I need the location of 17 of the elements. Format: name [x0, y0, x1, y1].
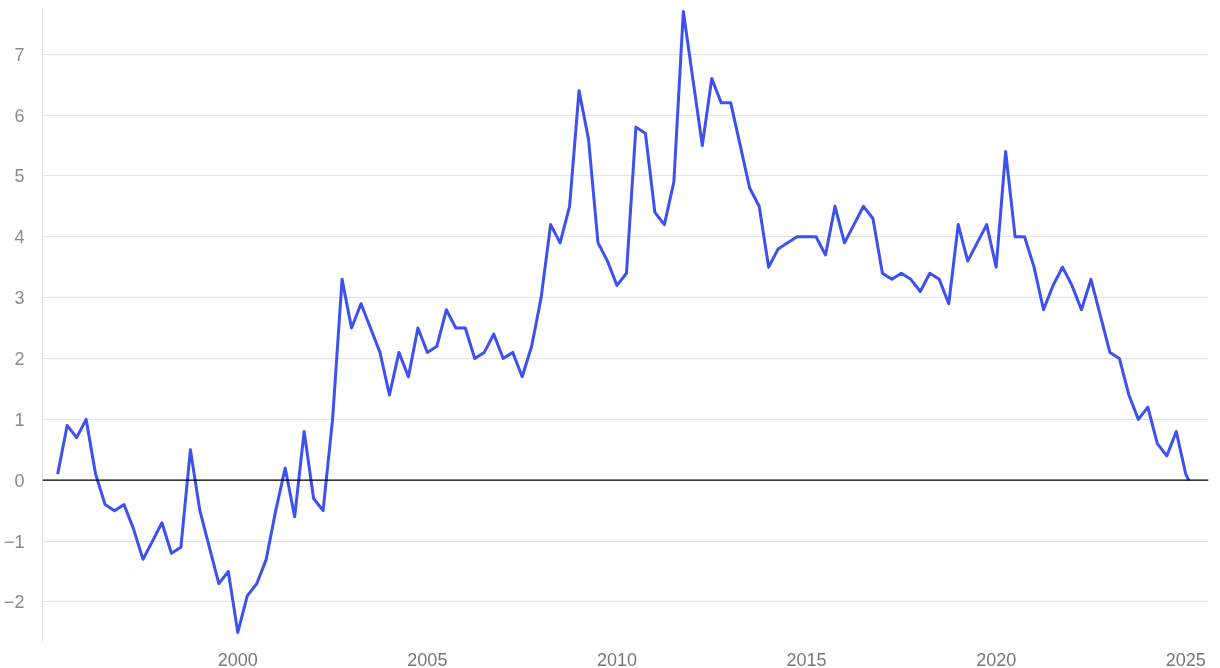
y-tick-label: 2	[14, 348, 25, 369]
y-tick-label: 5	[14, 166, 25, 187]
y-tick-label: 0	[14, 470, 25, 491]
y-tick-label: 4	[14, 227, 25, 248]
x-tick-label: 2020	[976, 649, 1017, 668]
x-tick-label: 2010	[596, 649, 637, 668]
y-tick-label: 3	[14, 288, 25, 309]
y-tick-label: −2	[3, 592, 25, 613]
x-tick-label: 2015	[786, 649, 827, 668]
y-tick-label: 7	[14, 44, 25, 65]
line-series	[56, 10, 1191, 634]
x-tick-label: 2025	[1165, 649, 1206, 668]
y-tick-label: 1	[14, 409, 25, 430]
y-tick-label: −1	[3, 531, 25, 552]
x-tick-label: 2005	[407, 649, 448, 668]
x-tick-label: 2000	[217, 649, 258, 668]
y-tick-label: 6	[14, 105, 25, 126]
